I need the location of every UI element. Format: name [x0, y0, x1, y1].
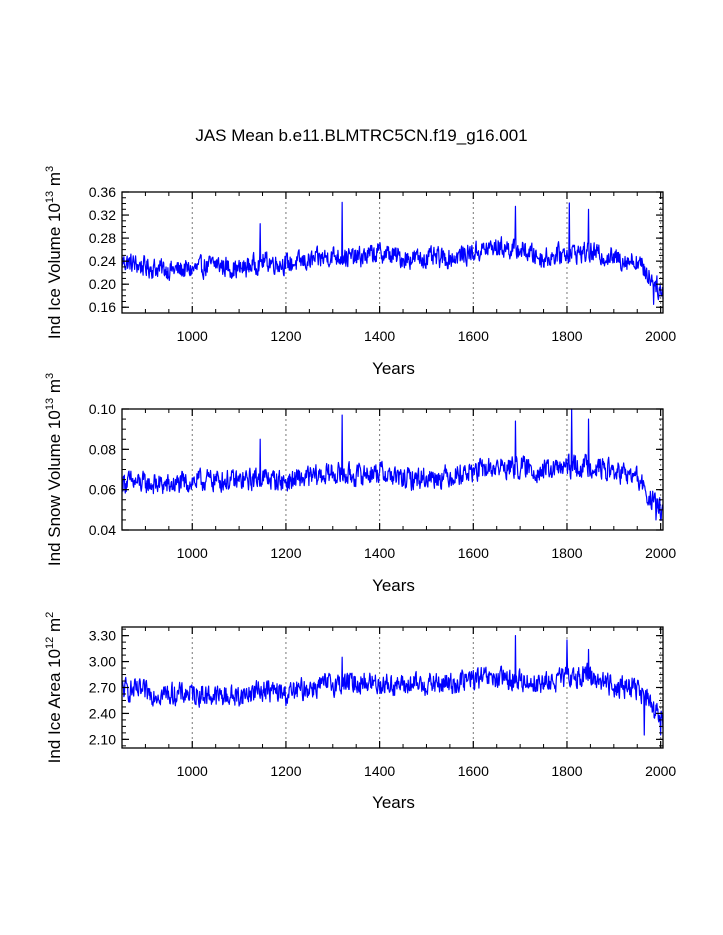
y-tick-label: 0.24	[89, 253, 116, 269]
y-axis-label: Ind Snow Volume 1013 m3	[44, 373, 64, 566]
y-label-exponent: 13	[44, 398, 56, 410]
series-line-1	[121, 635, 664, 736]
series-line-1	[121, 201, 664, 305]
snow-volume-panel: 1000 1200 1400 1600 1800 2000 0.04 0.06 0.08 0.10…	[44, 373, 676, 595]
y-label-text: Ind Ice Area 10	[45, 649, 64, 763]
y-label-unit-exponent: 2	[44, 612, 56, 618]
x-tick-label: 2000	[645, 328, 676, 344]
y-label-text: Ind Snow Volume 10	[45, 410, 64, 566]
y-tick-label: 0.04	[89, 522, 116, 538]
x-tick-label: 1400	[364, 328, 395, 344]
y-axis-label: Ind Ice Volume 1013 m3	[44, 166, 64, 339]
y-label-unit-exponent: 3	[44, 373, 56, 379]
y-label-unit: m	[45, 172, 64, 191]
series-line-1	[121, 408, 664, 521]
y-tick-label: 2.40	[89, 705, 116, 721]
y-label-exponent: 13	[44, 191, 56, 203]
y-tick-label: 0.36	[89, 184, 116, 200]
y-tick-label: 0.16	[89, 299, 116, 315]
x-tick-label: 1600	[458, 328, 489, 344]
y-label-unit: m	[45, 618, 64, 637]
y-axis-label: Ind Ice Area 1012 m2	[44, 612, 64, 764]
x-tick-label: 1800	[551, 545, 582, 561]
x-axis-label: Years	[372, 576, 415, 595]
x-tick-label: 1200	[270, 545, 301, 561]
x-tick-label: 2000	[645, 545, 676, 561]
y-tick-label: 3.30	[89, 628, 116, 644]
x-tick-label: 1800	[551, 763, 582, 779]
y-tick-label: 0.08	[89, 441, 116, 457]
x-tick-label: 1000	[177, 763, 208, 779]
y-tick-label: 0.28	[89, 230, 116, 246]
y-label-exponent: 12	[44, 637, 56, 649]
x-tick-label: 1200	[270, 763, 301, 779]
x-tick-label: 1800	[551, 328, 582, 344]
y-tick-label: 3.00	[89, 654, 116, 670]
y-label-unit-exponent: 3	[44, 166, 56, 172]
ice-area-panel: 1000 1200 1400 1600 1800 2000 2.10 2.40 2.70 3.00…	[44, 612, 676, 812]
ice-volume-panel: 1000 1200 1400 1600 1800 2000 0.16 0.20 0.24 0.28…	[44, 166, 676, 378]
y-tick-label: 2.70	[89, 680, 116, 696]
x-tick-label: 1000	[177, 545, 208, 561]
x-tick-label: 1600	[458, 545, 489, 561]
x-axis-label: Years	[372, 793, 415, 812]
y-tick-label: 0.32	[89, 207, 116, 223]
y-tick-label: 0.10	[89, 401, 116, 417]
x-axis-label: Years	[372, 359, 415, 378]
x-tick-label: 1600	[458, 763, 489, 779]
plot-frame	[121, 191, 664, 314]
x-tick-label: 2000	[645, 763, 676, 779]
y-tick-label: 0.06	[89, 482, 116, 498]
x-tick-label: 1200	[270, 328, 301, 344]
x-tick-label: 1000	[177, 328, 208, 344]
y-label-text: Ind Ice Volume 10	[45, 203, 64, 339]
y-label-unit: m	[45, 379, 64, 398]
y-tick-label: 2.10	[89, 731, 116, 747]
y-tick-label: 0.20	[89, 276, 116, 292]
x-tick-label: 1400	[364, 545, 395, 561]
x-tick-label: 1400	[364, 763, 395, 779]
figure-title: JAS Mean b.e11.BLMTRC5CN.f19_g16.001	[195, 126, 527, 145]
